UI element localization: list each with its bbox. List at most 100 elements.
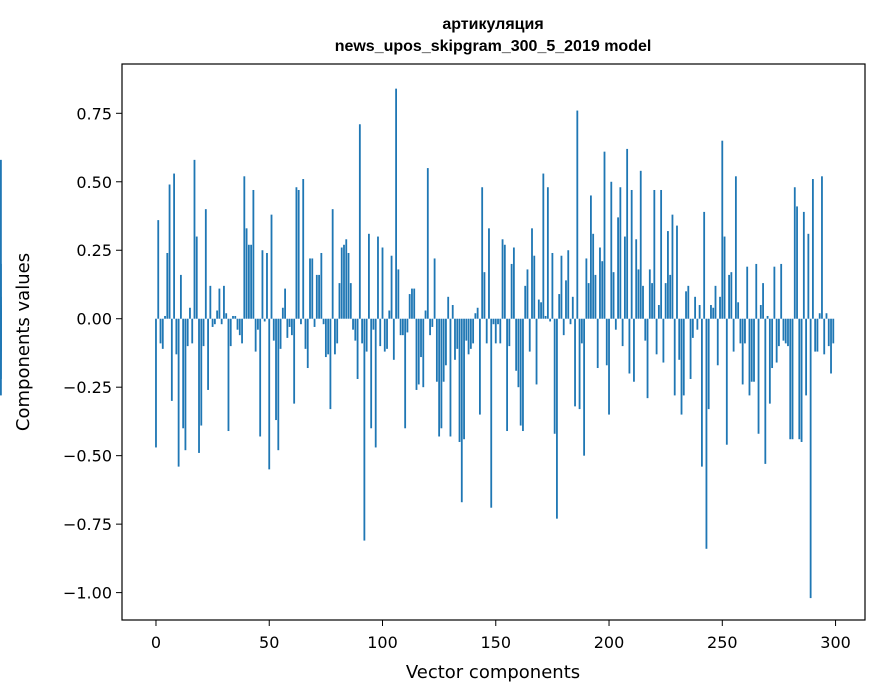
bar	[714, 285, 717, 319]
y-tick-label: 0.25	[76, 241, 112, 260]
bar	[823, 318, 826, 355]
bar	[347, 252, 350, 319]
bar	[318, 274, 320, 319]
bar	[435, 318, 438, 382]
bar	[469, 318, 472, 349]
bar	[349, 283, 352, 319]
bar	[449, 318, 452, 437]
bar	[447, 296, 450, 319]
bar	[263, 318, 266, 322]
bar	[476, 307, 479, 319]
bar	[245, 228, 248, 319]
bar	[542, 173, 545, 319]
bar	[259, 318, 262, 437]
x-tick-label: 300	[820, 633, 851, 652]
bar	[300, 318, 302, 325]
bar	[621, 318, 624, 347]
bar	[458, 318, 461, 442]
bar	[734, 176, 737, 319]
bar	[710, 305, 712, 319]
bar	[227, 318, 230, 432]
bar	[213, 318, 216, 325]
bar	[560, 255, 563, 319]
bar	[483, 272, 486, 319]
bar	[474, 313, 477, 319]
bar	[0, 263, 2, 319]
bar	[762, 283, 764, 319]
bar	[175, 318, 178, 355]
bar	[236, 318, 239, 330]
bar	[390, 255, 393, 319]
bar	[626, 148, 629, 319]
bar	[454, 318, 456, 360]
chart-title: артикуляция	[442, 16, 543, 33]
bar	[374, 318, 377, 448]
y-tick-label: 0.75	[76, 104, 112, 123]
bar	[408, 294, 411, 319]
bar	[578, 318, 581, 410]
bar	[413, 288, 416, 319]
bar	[567, 250, 570, 319]
bar	[465, 318, 468, 341]
bar	[544, 315, 547, 319]
bar	[669, 274, 672, 319]
bar	[356, 318, 359, 379]
bar	[451, 305, 454, 319]
bar	[220, 318, 223, 325]
bar	[698, 305, 701, 319]
bar	[694, 296, 697, 319]
bar	[225, 313, 228, 319]
bar	[696, 318, 699, 330]
bar	[818, 313, 821, 319]
plot-frame	[121, 63, 866, 621]
bar	[494, 318, 497, 344]
bar	[277, 318, 280, 451]
bar	[814, 318, 817, 352]
bar	[370, 318, 373, 429]
bar	[603, 151, 606, 319]
bar	[644, 318, 647, 341]
bar	[587, 283, 590, 319]
bar	[642, 285, 644, 319]
bar	[689, 318, 692, 379]
bar	[182, 318, 185, 429]
bar	[515, 318, 518, 371]
bar	[671, 214, 674, 319]
bar	[490, 318, 493, 508]
bar	[343, 244, 345, 319]
bar	[791, 318, 794, 440]
bar	[365, 318, 368, 352]
bar	[411, 288, 413, 319]
bar	[830, 318, 832, 374]
bar	[512, 247, 515, 319]
bar	[546, 187, 549, 319]
bar	[352, 318, 354, 330]
bar	[778, 318, 780, 347]
bar	[155, 318, 157, 448]
bar	[438, 318, 441, 437]
bar	[687, 285, 690, 319]
bar	[691, 318, 694, 338]
bar	[252, 189, 255, 319]
bar	[415, 318, 418, 390]
x-tick-label: 0	[151, 633, 161, 652]
bar	[827, 318, 830, 347]
bar	[313, 318, 316, 327]
bar	[377, 236, 379, 319]
bar	[304, 318, 307, 349]
bar	[608, 318, 610, 415]
bar	[485, 318, 488, 344]
bar	[388, 310, 391, 319]
bar	[664, 283, 667, 319]
bar	[216, 310, 219, 319]
bars-group	[0, 88, 835, 599]
x-tick-label: 100	[367, 633, 398, 652]
bar	[433, 258, 436, 319]
bar	[315, 274, 318, 319]
bar	[345, 239, 348, 319]
bar	[807, 233, 810, 319]
bar	[605, 318, 608, 366]
bar	[630, 189, 633, 319]
bar	[266, 252, 268, 319]
bar	[417, 318, 420, 385]
